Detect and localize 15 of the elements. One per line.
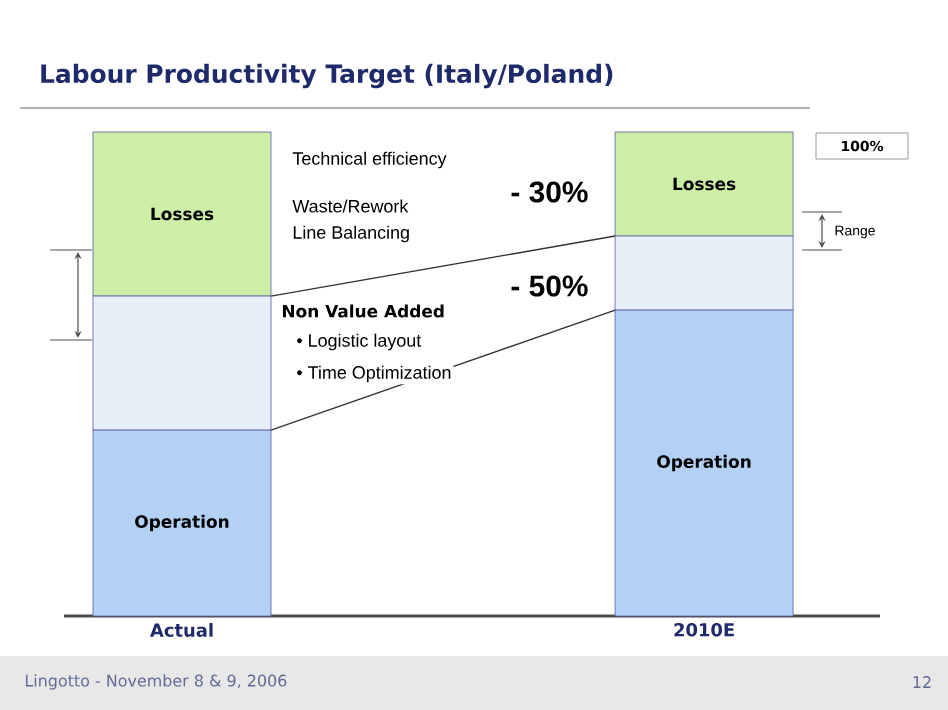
- annotation: • Time Optimization: [297, 365, 451, 383]
- x-tick-label: 2010E: [674, 623, 734, 637]
- series-label: Losses: [673, 177, 736, 191]
- series-label: Non Value Added: [282, 304, 444, 318]
- series-label: Operation: [657, 454, 751, 472]
- text: Operation: [135, 514, 229, 532]
- annotation: Line Balancing: [293, 225, 409, 243]
- annotation: Technical efficiency: [292, 151, 447, 169]
- chart-title: Labour Productivity Target (Italy/Poland): [41, 63, 613, 89]
- x-tick-label: Actual: [150, 623, 213, 637]
- annotation: Waste/Rework: [292, 199, 409, 213]
- annotation: • Logistic layout: [297, 333, 422, 351]
- annotation: - 50%: [511, 275, 588, 297]
- annotation: - 30%: [511, 181, 588, 203]
- text: Losses: [151, 207, 214, 221]
